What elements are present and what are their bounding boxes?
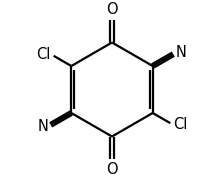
Text: Cl: Cl bbox=[173, 117, 187, 132]
Text: N: N bbox=[176, 45, 187, 60]
Text: O: O bbox=[106, 2, 118, 17]
Text: Cl: Cl bbox=[37, 47, 51, 62]
Text: N: N bbox=[37, 119, 48, 134]
Text: O: O bbox=[106, 162, 118, 177]
